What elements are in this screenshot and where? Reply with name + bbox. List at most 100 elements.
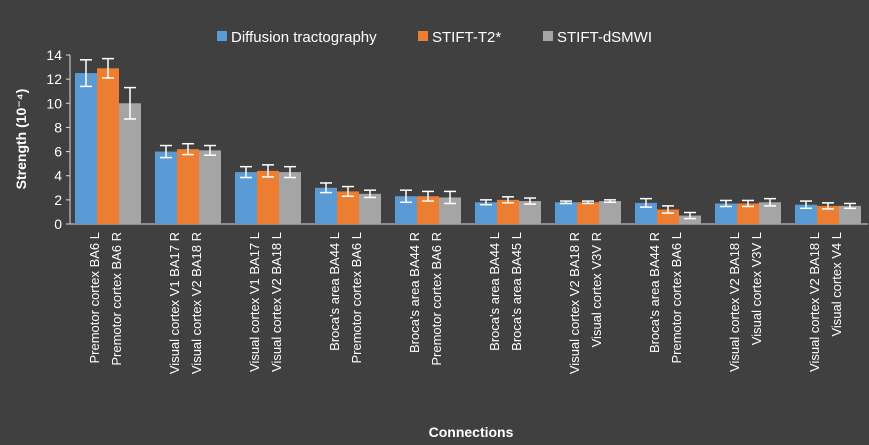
bar (177, 149, 199, 224)
bar (155, 151, 177, 224)
error-bar (720, 199, 732, 208)
bar (119, 103, 141, 224)
x-tick-label: Premotor cortex BA6 R (429, 232, 444, 366)
y-tick-label: 14 (46, 47, 62, 63)
x-tick-label: Premotor cortex BA6 L (349, 232, 364, 364)
legend-swatch (543, 31, 553, 41)
bar (75, 73, 97, 224)
x-tick-label-group: Broca's area BA44 L Premotor cortex BA6 L (327, 232, 364, 364)
error-bar (844, 202, 856, 210)
legend-label: Diffusion tractography (231, 29, 377, 46)
error-bar (604, 199, 616, 204)
x-tick-label-group: Visual cortex V2 BA18 L Visual cortex V4 … (807, 232, 844, 372)
legend-swatch (217, 31, 227, 41)
bar (337, 191, 359, 224)
y-tick-label: 12 (46, 71, 62, 87)
legend-item: STIFT-T2* (418, 29, 501, 46)
category-labels: Premotor cortex BA6 L Premotor cortex BA6… (87, 232, 844, 374)
error-bar (80, 59, 92, 88)
bar (475, 202, 497, 224)
x-tick-label: Visual cortex V2 BA18 R (189, 232, 204, 374)
error-bar (640, 197, 652, 208)
bar (635, 202, 657, 224)
bar (315, 187, 337, 224)
x-tick-label: Visual cortex V2 BA18 R (567, 232, 582, 374)
error-bar (102, 57, 114, 79)
x-tick-label-group: Broca's area BA44 R Premotor cortex BA6 R (407, 232, 444, 366)
error-bar (742, 199, 754, 208)
x-tick-label: Broca's area BA44 R (647, 232, 662, 353)
y-tick-label: 4 (54, 168, 62, 184)
error-bar (560, 200, 572, 205)
bar (577, 202, 599, 224)
bar (795, 204, 817, 224)
bar (737, 203, 759, 224)
x-tick-label: Visual cortex V1 BA17 R (167, 232, 182, 374)
error-bar (240, 165, 252, 179)
bar (839, 205, 861, 224)
error-bar (160, 144, 172, 159)
x-tick-label-group: Visual cortex V1 BA17 L Visual cortex V2 … (247, 232, 284, 372)
x-tick-label: Broca's area BA44 R (407, 232, 422, 353)
error-bar (684, 211, 696, 220)
bar (555, 202, 577, 224)
bar (417, 196, 439, 224)
x-tick-label: Premotor cortex BA6 L (669, 232, 684, 364)
error-bar (342, 185, 354, 197)
x-tick-label-group: Broca's area BA44 R Premotor cortex BA6 L (647, 232, 684, 364)
x-tick-label-group: Visual cortex V2 BA18 L Visual cortex V3V… (727, 232, 764, 372)
x-tick-label: Visual cortex V2 BA18 L (727, 232, 742, 372)
bar (199, 150, 221, 224)
x-tick-label: Visual cortex V3V R (589, 232, 604, 347)
x-tick-label: Visual cortex V1 BA17 L (247, 232, 262, 372)
y-tick-label: 10 (46, 95, 62, 111)
bar (519, 201, 541, 224)
error-bar (182, 142, 194, 156)
y-tick-label: 8 (54, 119, 62, 135)
x-tick-label-group: Premotor cortex BA6 L Premotor cortex BA6… (87, 232, 124, 366)
error-bar (480, 199, 492, 206)
error-bar (800, 200, 812, 210)
error-bar (524, 197, 536, 205)
x-tick-label-group: Visual cortex V1 BA17 R Visual cortex V2 … (167, 232, 204, 374)
error-bar (204, 144, 216, 156)
error-bar (822, 202, 834, 210)
bar (817, 205, 839, 224)
error-bar (262, 164, 274, 178)
error-bar (422, 190, 434, 202)
x-axis-title: Connections (429, 424, 514, 440)
bar (599, 201, 621, 224)
bar (715, 203, 737, 224)
x-tick-label: Broca's area BA44 L (327, 232, 342, 351)
bar (497, 199, 519, 224)
bar (679, 215, 701, 224)
x-tick-label-group: Broca's area BA44 L Broca's area BA45 L (487, 232, 524, 351)
bar (395, 196, 417, 224)
y-tick-label: 6 (54, 144, 62, 160)
legend-item: Diffusion tractography (217, 29, 377, 46)
bar (257, 170, 279, 224)
x-tick-label: Broca's area BA44 L (487, 232, 502, 351)
legend: Diffusion tractography STIFT-T2* STIFT-dSM… (217, 29, 652, 46)
error-bar (320, 182, 332, 194)
bar (235, 172, 257, 224)
bar (759, 202, 781, 224)
error-bar (124, 86, 136, 120)
legend-swatch (418, 31, 428, 41)
x-tick-label: Visual cortex V2 BA18 L (269, 232, 284, 372)
error-bar (444, 190, 456, 205)
legend-item: STIFT-dSMWI (543, 29, 652, 46)
error-bar (582, 200, 594, 205)
x-tick-label: Premotor cortex BA6 L (87, 232, 102, 364)
bars (75, 57, 861, 225)
x-tick-label: Premotor cortex BA6 R (109, 232, 124, 366)
error-bar (364, 189, 376, 199)
error-bar (764, 197, 776, 207)
bar (97, 68, 119, 225)
x-tick-label: Broca's area BA45 L (509, 232, 524, 351)
legend-label: STIFT-T2* (432, 29, 501, 46)
y-tick-label: 0 (54, 216, 62, 232)
y-axis-title: Strength (10⁻⁴) (13, 89, 29, 190)
x-tick-label: Visual cortex V3V L (749, 232, 764, 345)
legend-label: STIFT-dSMWI (557, 29, 652, 46)
